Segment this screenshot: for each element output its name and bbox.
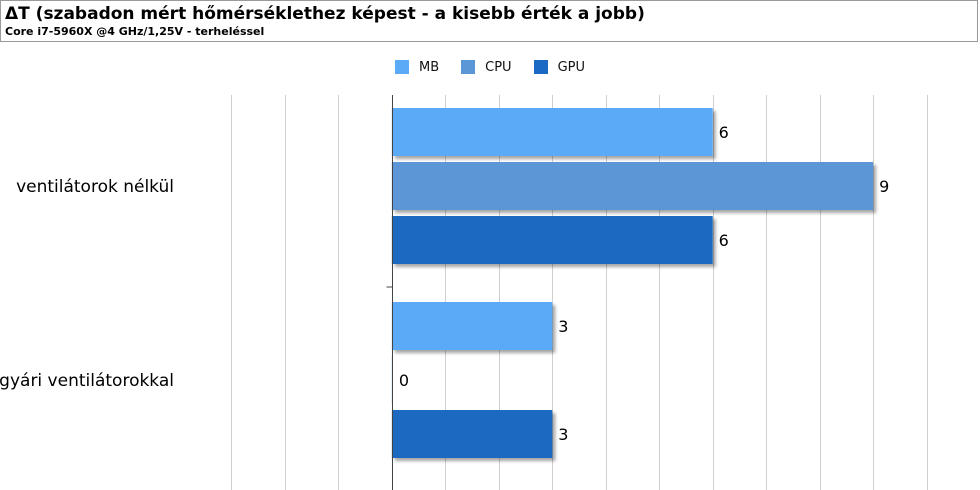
legend-label-gpu: GPU (557, 59, 585, 75)
bar-gpu-1 (391, 216, 713, 264)
value-label-gpu-1: 6 (719, 231, 729, 250)
value-label-cpu-1: 9 (879, 177, 889, 196)
legend: MB CPU GPU (0, 58, 980, 76)
chart-header: ΔT (szabadon mért hőmérséklethez képest … (0, 0, 978, 42)
legend-item-gpu: GPU (533, 58, 585, 76)
chart-subtitle: Core i7-5960X @4 GHz/1,25V - terheléssel (5, 25, 265, 38)
value-label-cpu-2: 0 (399, 371, 409, 390)
chart-title: ΔT (szabadon mért hőmérséklethez képest … (5, 4, 645, 24)
value-labels: 6 9 6 3 0 3 (399, 123, 889, 444)
legend-item-cpu: CPU (461, 58, 512, 76)
legend-swatch-mb (394, 60, 409, 74)
category-label-2: gyári ventilátorokkal (0, 371, 174, 391)
legend-swatch-gpu (533, 60, 548, 74)
value-label-mb-1: 6 (719, 123, 729, 142)
legend-swatch-cpu (461, 60, 476, 74)
legend-item-mb: MB (394, 58, 440, 76)
bar-mb-2 (391, 302, 553, 350)
gridlines (231, 95, 928, 490)
bar-gpu-2 (391, 410, 553, 458)
bars (391, 108, 874, 458)
category-labels: ventilátorok nélkül gyári ventilátorokkal (0, 177, 174, 391)
legend-label-cpu: CPU (485, 59, 512, 75)
value-label-gpu-2: 3 (558, 425, 568, 444)
category-label-1: ventilátorok nélkül (16, 177, 174, 197)
bar-mb-1 (391, 108, 713, 156)
value-label-mb-2: 3 (558, 317, 568, 336)
legend-label-mb: MB (418, 59, 440, 75)
bar-cpu-1 (391, 162, 874, 210)
